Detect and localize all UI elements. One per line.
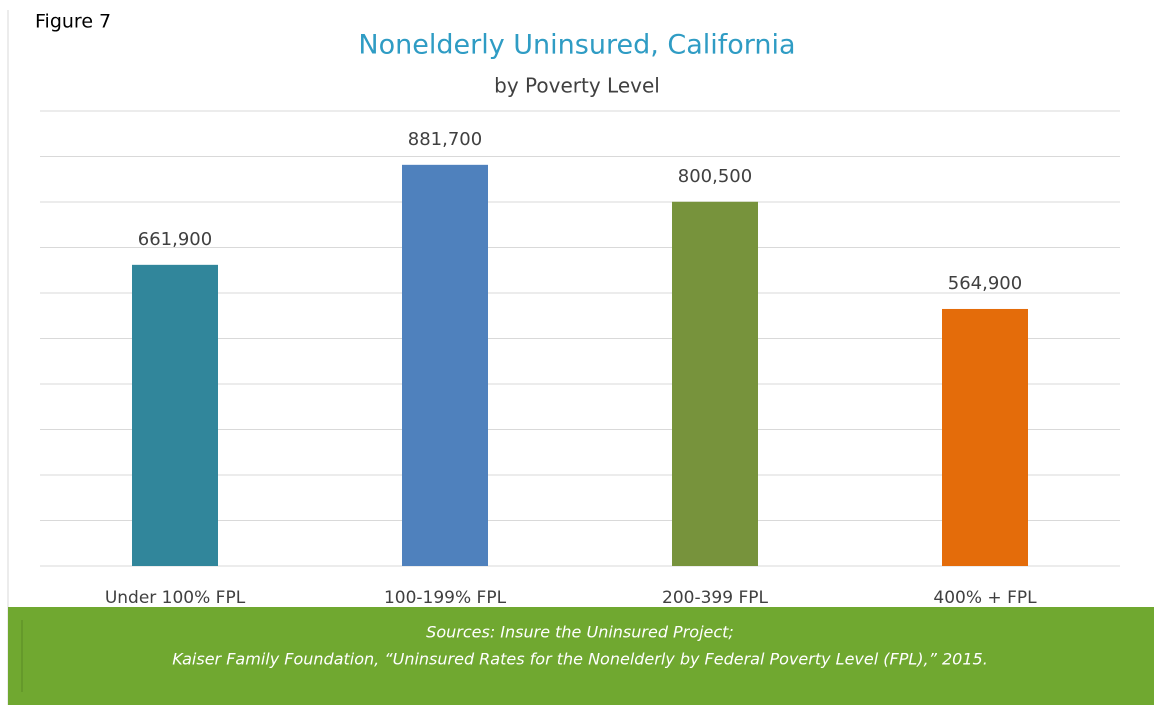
data-label: 800,500 [678, 166, 752, 187]
bar [672, 201, 758, 566]
x-tick-label: 400% + FPL [933, 588, 1037, 608]
bar [402, 164, 488, 566]
data-label: 881,700 [408, 129, 482, 150]
bar [942, 308, 1028, 566]
bar [132, 264, 218, 566]
x-tick-label: Under 100% FPL [105, 588, 246, 608]
data-label: 661,900 [138, 229, 212, 250]
figure-label: Figure 7 [35, 11, 111, 33]
footer-band [8, 607, 1154, 705]
chart-subtitle: by Poverty Level [494, 74, 660, 98]
x-tick-label: 200-399 FPL [662, 588, 768, 608]
chart-title: Nonelderly Uninsured, California [358, 30, 795, 61]
data-label: 564,900 [948, 273, 1022, 294]
footer-line: Sources: Insure the Uninsured Project; [426, 623, 734, 642]
x-tick-label: 100-199% FPL [384, 588, 507, 608]
footer-line: Kaiser Family Foundation, “Uninsured Rat… [172, 650, 988, 669]
